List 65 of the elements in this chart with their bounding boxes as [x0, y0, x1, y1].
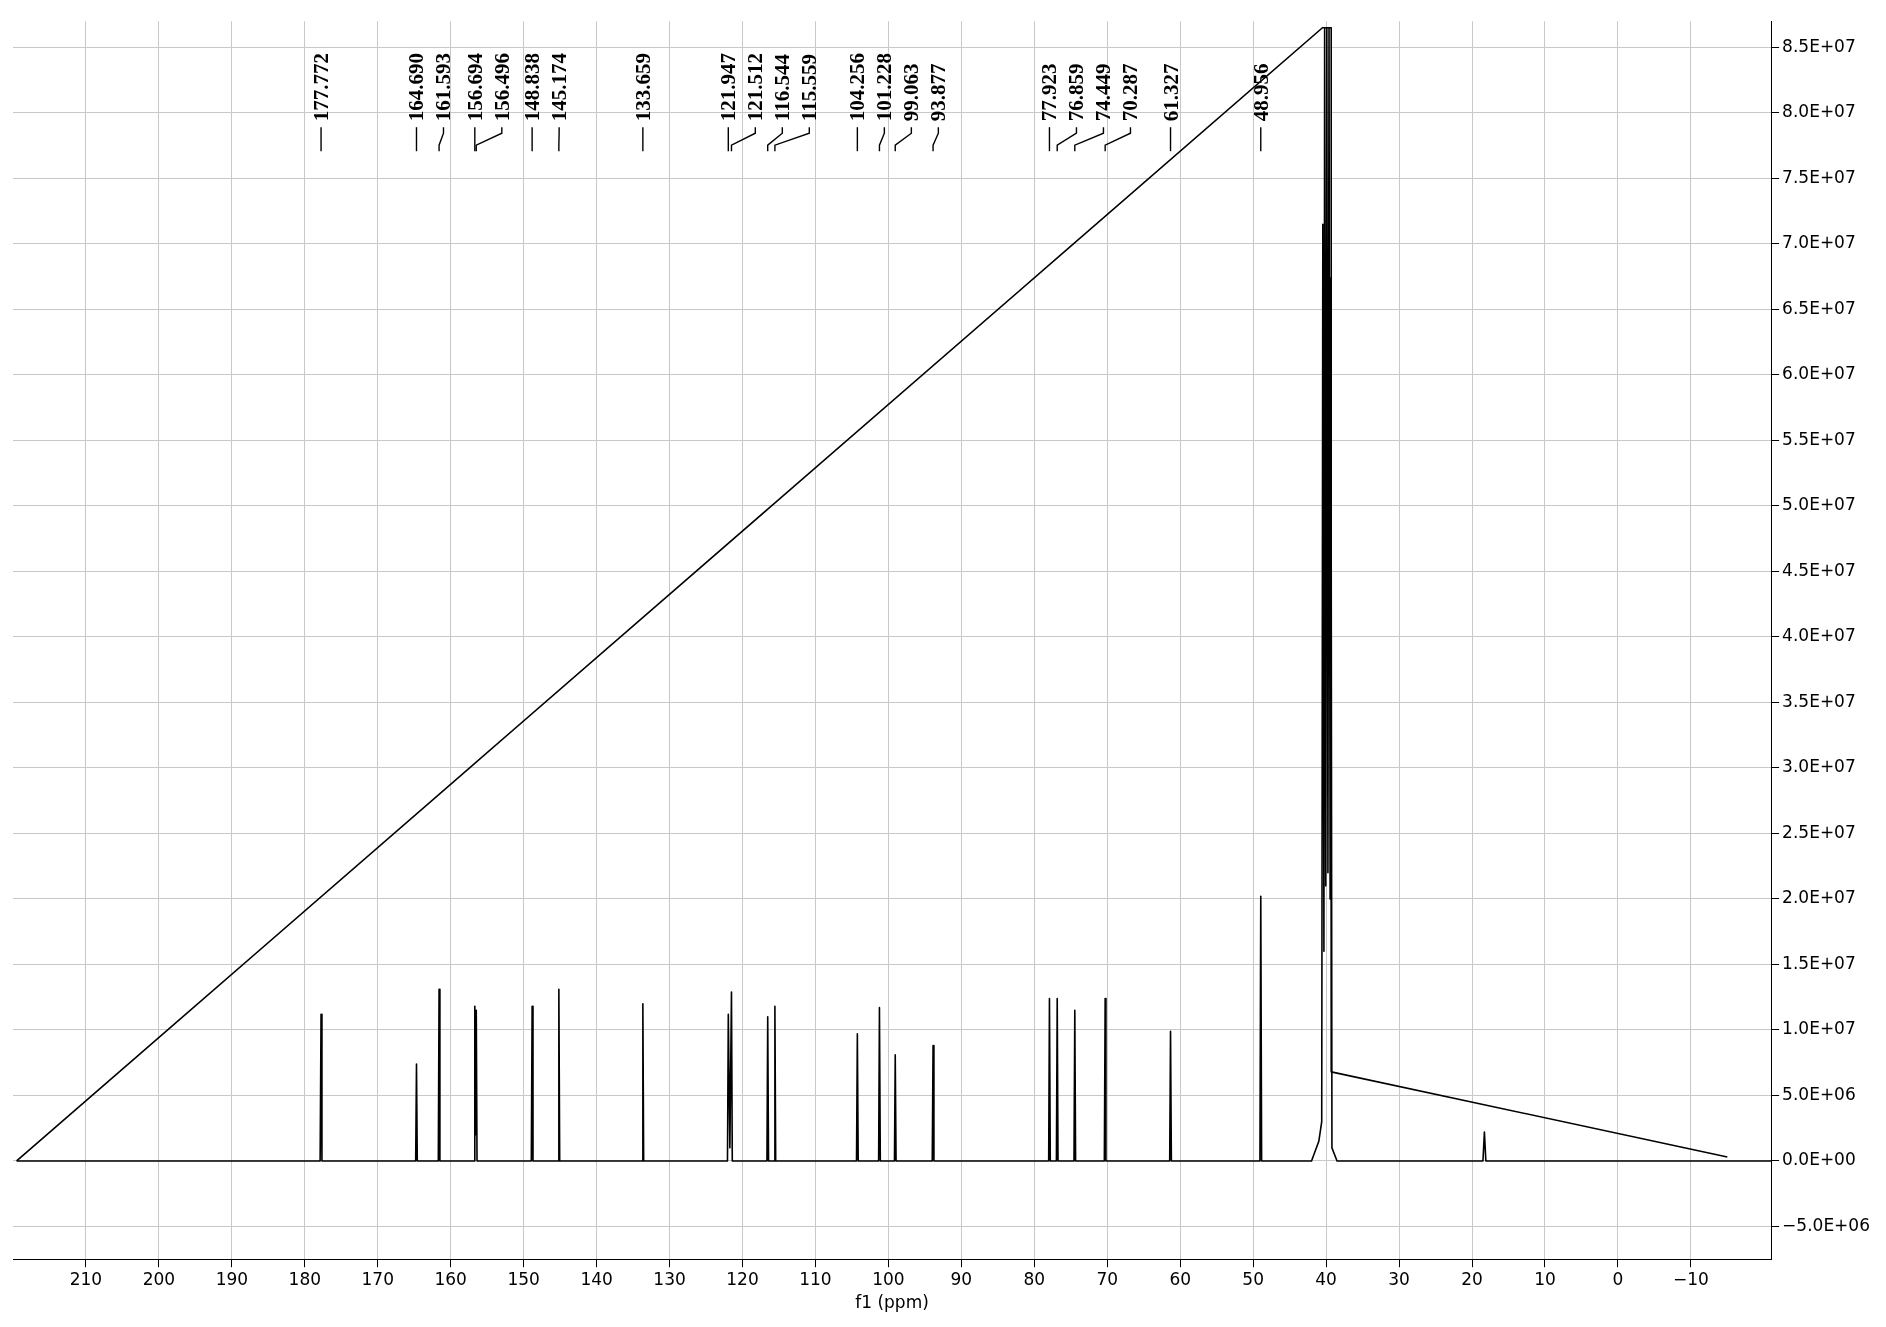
annotation: 76.859: [1064, 63, 1089, 122]
annotation: 48.956: [1248, 63, 1273, 122]
annotation: 121.947: [716, 52, 741, 122]
x-tick-label: 80: [1023, 1268, 1046, 1289]
y-tick-label: 7.5E+07: [1782, 166, 1856, 187]
y-tick-label: 4.5E+07: [1782, 559, 1856, 580]
y-tick-label: −5.0E+06: [1782, 1214, 1871, 1235]
annotation: 133.659: [630, 52, 655, 122]
annotation: 101.228: [872, 52, 897, 122]
x-tick-label: 50: [1242, 1268, 1264, 1289]
annotation: 156.694: [462, 52, 487, 122]
annotation: 145.174: [547, 52, 572, 122]
x-tick-label: 200: [142, 1268, 176, 1289]
annotation: 77.923: [1037, 63, 1062, 122]
y-tick-label: 5.0E+07: [1782, 494, 1856, 515]
annotation: 99.063: [899, 63, 924, 122]
x-tick-label: 130: [653, 1268, 686, 1289]
y-tick-label: 1.0E+07: [1782, 1018, 1856, 1039]
annotation: 61.327: [1158, 63, 1183, 122]
y-tick-label: 2.5E+07: [1782, 821, 1856, 842]
x-tick-label: 100: [872, 1268, 905, 1289]
x-tick-label: 60: [1169, 1268, 1192, 1289]
x-tick-label: −10: [1672, 1268, 1709, 1289]
annotation: 93.877: [926, 63, 951, 122]
y-tick-label: 3.5E+07: [1782, 690, 1856, 711]
annotation: 121.512: [743, 52, 768, 122]
y-tick-label: 6.5E+07: [1782, 297, 1856, 318]
annotation: 161.593: [431, 52, 456, 122]
annotation: 115.559: [797, 54, 822, 122]
annotation: 164.690: [404, 52, 429, 122]
x-tick-label: 170: [361, 1268, 394, 1289]
x-tick-label: 90: [950, 1268, 973, 1289]
x-tick-label: 20: [1461, 1268, 1483, 1289]
annotation: 156.496: [489, 52, 514, 122]
y-tick-label: 7.0E+07: [1782, 232, 1856, 253]
x-tick-label: 40: [1315, 1268, 1337, 1289]
x-axis-title: f1 (ppm): [855, 1292, 929, 1313]
x-tick-label: 10: [1534, 1268, 1556, 1289]
y-tick-label: 1.5E+07: [1782, 952, 1856, 973]
annotation: 148.838: [520, 52, 545, 122]
x-tick-label: 70: [1096, 1268, 1119, 1289]
x-tick-label: 160: [434, 1268, 467, 1289]
annotation: 70.287: [1118, 63, 1143, 122]
y-tick-label: 2.0E+07: [1782, 887, 1856, 908]
x-tick-label: 150: [507, 1268, 540, 1289]
y-tick-label: 5.0E+06: [1782, 1083, 1856, 1104]
x-tick-label: 180: [288, 1268, 322, 1289]
y-tick-label: 6.0E+07: [1782, 363, 1856, 384]
x-tick-label: 0: [1612, 1268, 1624, 1289]
x-tick-label: 210: [69, 1268, 103, 1289]
y-tick-label: 8.5E+07: [1782, 35, 1856, 56]
x-tick-label: 120: [726, 1268, 759, 1289]
y-tick-label: 3.0E+07: [1782, 756, 1856, 777]
annotation: 104.256: [845, 52, 870, 122]
y-tick-label: 0.0E+00: [1782, 1149, 1856, 1170]
x-tick-label: 190: [215, 1268, 249, 1289]
x-tick-label: 110: [799, 1268, 832, 1289]
annotation: 74.449: [1091, 63, 1116, 122]
x-tick-label: 140: [580, 1268, 613, 1289]
y-tick-label: 8.0E+07: [1782, 101, 1856, 122]
annotation: 116.544: [770, 53, 795, 122]
y-tick-label: 4.0E+07: [1782, 625, 1856, 646]
y-tick-label: 5.5E+07: [1782, 428, 1856, 449]
annotation: 177.772: [309, 52, 334, 122]
x-tick-label: 30: [1388, 1268, 1410, 1289]
